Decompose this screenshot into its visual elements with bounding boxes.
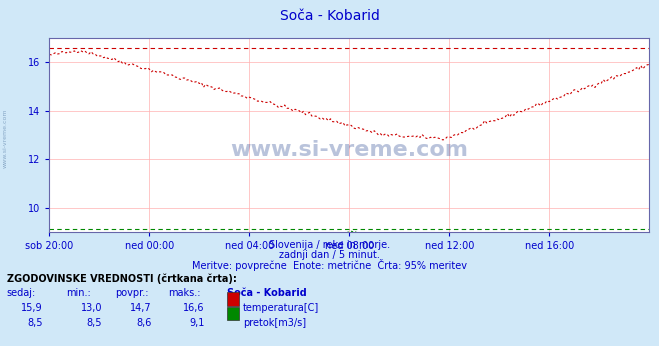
Text: Soča - Kobarid: Soča - Kobarid (279, 9, 380, 22)
Text: temperatura[C]: temperatura[C] (243, 303, 320, 313)
Text: zadnji dan / 5 minut.: zadnji dan / 5 minut. (279, 250, 380, 260)
Text: min.:: min.: (66, 288, 91, 298)
Text: 8,6: 8,6 (136, 318, 152, 328)
Text: 15,9: 15,9 (21, 303, 43, 313)
Text: sedaj:: sedaj: (7, 288, 36, 298)
Text: 13,0: 13,0 (80, 303, 102, 313)
Text: Soča - Kobarid: Soča - Kobarid (227, 288, 307, 298)
Text: Slovenija / reke in morje.: Slovenija / reke in morje. (269, 240, 390, 251)
Text: 8,5: 8,5 (27, 318, 43, 328)
Text: www.si-vreme.com: www.si-vreme.com (3, 109, 8, 168)
Text: pretok[m3/s]: pretok[m3/s] (243, 318, 306, 328)
Text: ZGODOVINSKE VREDNOSTI (črtkana črta):: ZGODOVINSKE VREDNOSTI (črtkana črta): (7, 273, 237, 284)
Text: povpr.:: povpr.: (115, 288, 149, 298)
Text: 8,5: 8,5 (86, 318, 102, 328)
Text: 16,6: 16,6 (183, 303, 204, 313)
Text: 9,1: 9,1 (189, 318, 204, 328)
Text: www.si-vreme.com: www.si-vreme.com (230, 140, 469, 161)
Text: Meritve: povprečne  Enote: metrične  Črta: 95% meritev: Meritve: povprečne Enote: metrične Črta:… (192, 259, 467, 271)
Text: 14,7: 14,7 (130, 303, 152, 313)
Text: maks.:: maks.: (168, 288, 200, 298)
